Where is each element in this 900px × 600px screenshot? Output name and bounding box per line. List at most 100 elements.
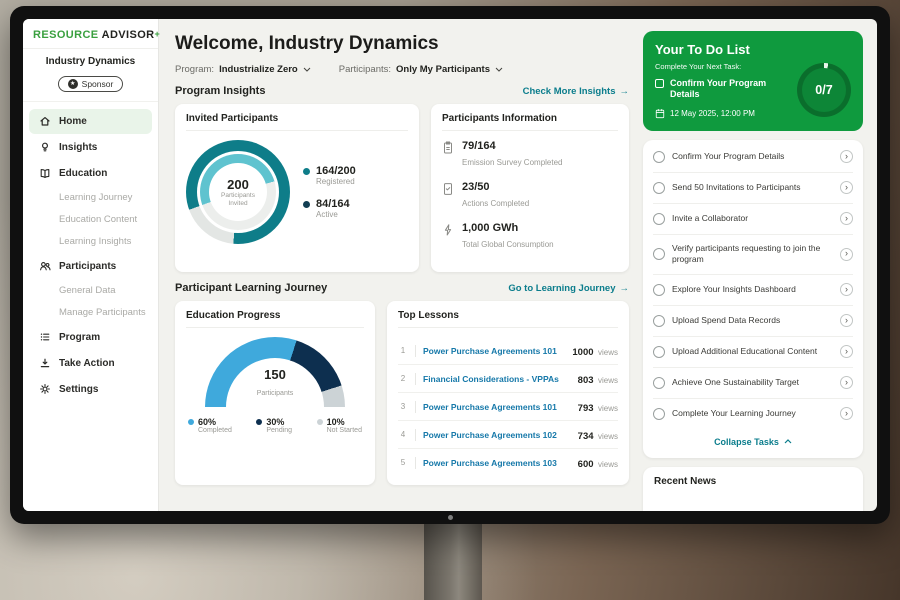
sidebar-item-manage-participants[interactable]: Manage Participants xyxy=(59,307,146,318)
checkbox-icon[interactable] xyxy=(653,283,665,296)
lesson-link[interactable]: Financial Considerations - VPPAs xyxy=(423,373,559,384)
participants-information-card: Participants Information 79/164 Emission… xyxy=(431,104,629,272)
todo-panel: Your To Do List Complete Your Next Task:… xyxy=(641,19,877,511)
sidebar-item-label: Home xyxy=(59,115,87,127)
chevron-right-icon[interactable]: › xyxy=(840,247,853,261)
sidebar-item-take-action[interactable]: Take Action xyxy=(29,351,152,376)
sponsor-badge[interactable]: ★ Sponsor xyxy=(57,75,124,92)
sidebar-item-learning-journey[interactable]: Learning Journey xyxy=(59,192,133,203)
webcam-dot xyxy=(448,515,453,520)
checkbox-icon[interactable] xyxy=(653,248,665,261)
sidebar-item-learning-insights[interactable]: Learning Insights xyxy=(59,236,132,247)
page-title: Welcome, Industry Dynamics xyxy=(175,33,439,54)
gauge-legend: 60% Completed 30% Pending 10% Not Starte… xyxy=(186,409,364,434)
task-upload-spend-data[interactable]: Upload Spend Data Records › xyxy=(653,306,853,337)
lesson-link[interactable]: Power Purchase Agreements 101 xyxy=(423,345,557,356)
lesson-row: 2 Financial Considerations - VPPAs 803 v… xyxy=(398,365,618,393)
task-verify-participants[interactable]: Verify participants requesting to join t… xyxy=(653,235,853,275)
sidebar-item-participants[interactable]: Participants xyxy=(29,254,152,279)
lesson-row: 3 Power Purchase Agreements 101 793 view… xyxy=(398,393,618,421)
card-title: Education Progress xyxy=(186,310,364,328)
sidebar-item-home[interactable]: Home xyxy=(29,108,152,134)
legend-pending: 30% Pending xyxy=(256,417,292,434)
program-filter-value: Industrialize Zero xyxy=(219,64,298,75)
lesson-link[interactable]: Power Purchase Agreements 101 xyxy=(423,401,557,412)
monitor-stand xyxy=(424,518,482,600)
program-filter-label: Program: xyxy=(175,64,215,75)
checkbox-icon[interactable] xyxy=(653,376,665,389)
task-achieve-target[interactable]: Achieve One Sustainability Target › xyxy=(653,368,853,399)
sidebar-item-settings[interactable]: Settings xyxy=(29,377,152,402)
brand-dark: ADVISOR xyxy=(101,29,155,41)
check-more-insights-link[interactable]: Check More Insights → xyxy=(522,85,629,97)
go-to-learning-journey-link[interactable]: Go to Learning Journey → xyxy=(508,282,629,294)
legend-dot xyxy=(316,419,323,425)
insights-cards-row: Invited Participants 200 Participants In… xyxy=(175,104,629,272)
global-consumption-stat: 1,000 GWh Total Global Consumption xyxy=(442,222,618,252)
sidebar-item-general-data[interactable]: General Data xyxy=(59,285,116,296)
sidebar-item-label: Insights xyxy=(59,141,98,153)
lesson-row: 5 Power Purchase Agreements 103 600 view… xyxy=(400,456,618,470)
collapse-tasks-link[interactable]: Collapse Tasks xyxy=(653,429,853,456)
chevron-right-icon[interactable]: › xyxy=(840,283,853,297)
settings-icon xyxy=(39,383,51,395)
legend-dot xyxy=(188,419,194,425)
sidebar-item-label: Settings xyxy=(59,383,99,395)
org-block: Industry Dynamics ★ Sponsor xyxy=(23,49,158,102)
legend-not-started: 10% Not Started xyxy=(316,417,362,434)
education-progress-gauge: 150 Participants xyxy=(205,337,345,407)
task-explore-insights[interactable]: Explore Your Insights Dashboard › xyxy=(653,275,853,306)
checkbox-icon[interactable] xyxy=(653,314,665,327)
chevron-up-icon xyxy=(784,439,792,444)
emission-survey-stat: 79/164 Emission Survey Completed xyxy=(442,140,618,170)
checkbox-icon[interactable] xyxy=(653,150,665,163)
recent-news-header[interactable]: Recent News xyxy=(643,466,863,511)
legend-completed: 60% Completed xyxy=(188,417,232,434)
task-send-invitations[interactable]: Send 50 Invitations to Participants › xyxy=(653,173,853,204)
checkbox-icon[interactable] xyxy=(653,407,665,420)
chevron-right-icon[interactable]: › xyxy=(840,345,853,359)
chevron-right-icon[interactable]: › xyxy=(840,314,853,328)
checkbox-icon[interactable] xyxy=(653,181,665,194)
sidebar-item-education-content[interactable]: Education Content xyxy=(59,214,138,225)
insights-icon xyxy=(39,141,51,153)
checkbox-icon[interactable] xyxy=(655,79,664,88)
task-complete-learning-journey[interactable]: Complete Your Learning Journey › xyxy=(653,399,853,429)
chevron-right-icon[interactable]: › xyxy=(840,181,853,194)
chevron-right-icon[interactable]: › xyxy=(840,212,853,225)
lesson-link[interactable]: Power Purchase Agreements 103 xyxy=(423,457,557,468)
chevron-right-icon[interactable]: › xyxy=(840,150,853,163)
education-progress-card: Education Progress 150 Participants 60% xyxy=(175,301,375,485)
sidebar-item-label: Take Action xyxy=(59,357,115,369)
todo-title: Your To Do List xyxy=(655,42,750,57)
task-confirm-program[interactable]: Confirm Your Program Details › xyxy=(653,142,853,173)
sponsor-label: Sponsor xyxy=(81,78,114,89)
learning-cards-row: Education Progress 150 Participants 60% xyxy=(175,301,629,485)
legend-dot xyxy=(303,168,310,175)
sidebar-item-label: Education xyxy=(59,167,108,179)
sidebar-item-education[interactable]: Education xyxy=(29,161,152,186)
actions-completed-stat: 23/50 Actions Completed xyxy=(442,181,618,211)
chevron-down-icon xyxy=(303,67,311,72)
chevron-right-icon[interactable]: › xyxy=(840,376,853,390)
task-invite-collaborator[interactable]: Invite a Collaborator › xyxy=(653,204,853,235)
donut-legend: 164/200 Registered 84/164 Active xyxy=(303,165,356,219)
sidebar-item-program[interactable]: Program xyxy=(29,325,152,350)
sidebar-item-insights[interactable]: Insights xyxy=(29,135,152,160)
checkbox-icon[interactable] xyxy=(653,345,665,358)
participants-filter[interactable]: Participants: Only My Participants xyxy=(339,64,503,75)
lesson-link[interactable]: Power Purchase Agreements 102 xyxy=(423,429,557,440)
program-filter[interactable]: Program: Industrialize Zero xyxy=(175,64,311,75)
next-task[interactable]: Confirm Your Program Details xyxy=(655,78,793,101)
legend-dot xyxy=(256,419,263,425)
checkbox-icon[interactable] xyxy=(653,212,665,225)
task-upload-educational-content[interactable]: Upload Additional Educational Content › xyxy=(653,337,853,368)
sidebar-nav: Home Insights Education Learning Journey… xyxy=(23,102,158,403)
invited-participants-card: Invited Participants 200 Participants In… xyxy=(175,104,419,272)
next-task-due: 12 May 2025, 12:00 PM xyxy=(655,108,851,119)
chevron-right-icon[interactable]: › xyxy=(840,407,853,421)
legend-active: 84/164 Active xyxy=(303,198,356,219)
chevron-down-icon xyxy=(495,67,503,72)
sidebar-item-label: Program xyxy=(59,331,101,343)
org-name: Industry Dynamics xyxy=(45,56,136,67)
